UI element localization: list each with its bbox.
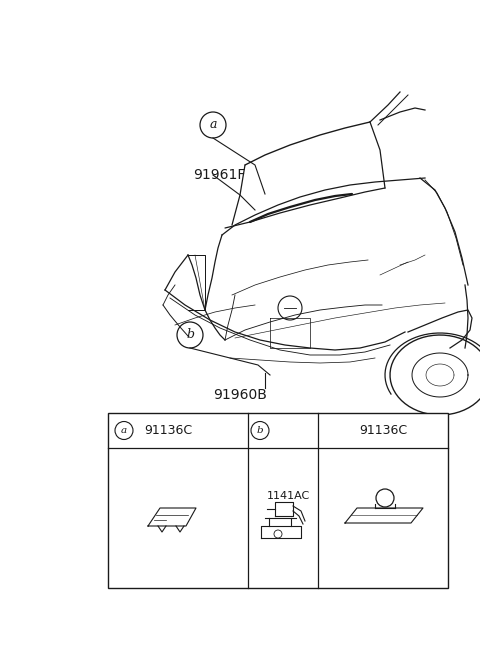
Text: 91136C: 91136C bbox=[359, 424, 407, 437]
Text: a: a bbox=[209, 119, 217, 132]
Text: 91961F: 91961F bbox=[193, 168, 245, 182]
Text: 1141AC: 1141AC bbox=[266, 491, 310, 501]
Bar bbox=[108, 413, 448, 588]
Text: 91136C: 91136C bbox=[144, 424, 192, 437]
Text: b: b bbox=[186, 329, 194, 341]
Text: a: a bbox=[121, 426, 127, 435]
Text: b: b bbox=[257, 426, 264, 435]
Text: 91960B: 91960B bbox=[213, 388, 267, 402]
